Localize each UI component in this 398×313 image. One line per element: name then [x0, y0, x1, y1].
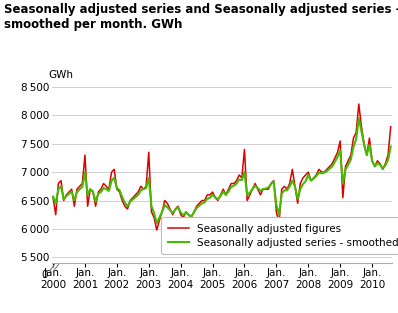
Seasonally adjusted series - smoothed: [133, 195, 138, 199]
Seasonally adjusted figures: [378, 162, 382, 166]
Seasonally adjusted figures: [229, 182, 234, 185]
Seasonally adjusted series - smoothed: [191, 211, 196, 214]
Seasonally adjusted figures: [178, 213, 183, 217]
Seasonally adjusted series - smoothed: [378, 163, 382, 167]
Seasonally adjusted series - smoothed: [357, 116, 361, 120]
Seasonally adjusted figures: [51, 196, 55, 200]
Seasonally adjusted figures: [343, 165, 348, 168]
Seasonally adjusted series - smoothed: [388, 145, 393, 148]
Legend: Seasonally adjusted figures, Seasonally adjusted series - smoothed: Seasonally adjusted figures, Seasonally …: [162, 218, 398, 254]
Text: GWh: GWh: [48, 69, 73, 80]
Seasonally adjusted series - smoothed: [343, 167, 348, 171]
Line: Seasonally adjusted figures: Seasonally adjusted figures: [53, 104, 391, 230]
Text: 0: 0: [42, 270, 48, 280]
Seasonally adjusted series - smoothed: [154, 221, 159, 225]
Seasonally adjusted figures: [133, 193, 138, 197]
Seasonally adjusted figures: [154, 228, 159, 232]
Seasonally adjusted series - smoothed: [178, 211, 183, 214]
Seasonally adjusted series - smoothed: [229, 185, 234, 189]
Line: Seasonally adjusted series - smoothed: Seasonally adjusted series - smoothed: [53, 118, 391, 223]
Seasonally adjusted figures: [388, 125, 393, 129]
Text: Seasonally adjusted series and Seasonally adjusted series -
smoothed per month. : Seasonally adjusted series and Seasonall…: [4, 3, 398, 31]
Seasonally adjusted figures: [357, 102, 361, 106]
Seasonally adjusted figures: [191, 210, 196, 214]
Seasonally adjusted series - smoothed: [51, 195, 55, 198]
